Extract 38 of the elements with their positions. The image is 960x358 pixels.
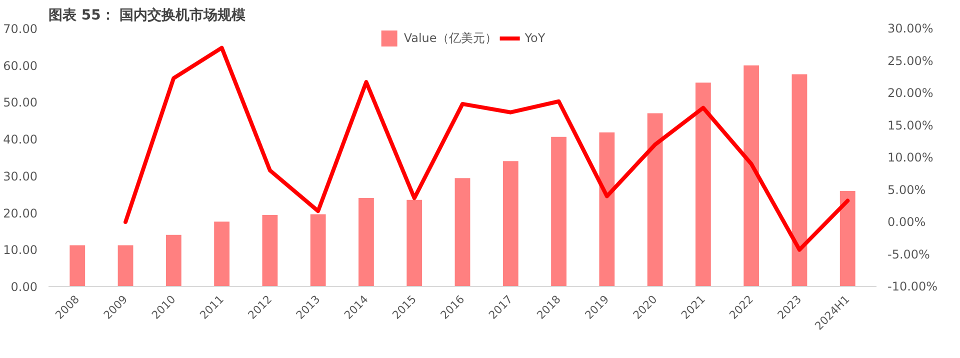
bar [840, 191, 856, 286]
y-tick-label: 50.00 [3, 96, 38, 110]
bar [262, 214, 278, 286]
bar [551, 136, 566, 286]
y-tick-label: 0.00 [10, 280, 38, 294]
y2-tick-label: 30.00% [888, 22, 934, 36]
bar [792, 74, 808, 286]
bar [454, 178, 470, 286]
y-tick-label: 40.00 [3, 132, 38, 147]
bar [502, 161, 518, 286]
y2-tick-label: 5.00% [888, 182, 926, 197]
y-tick-label: 60.00 [3, 58, 38, 73]
legend-label: YoY [524, 31, 546, 45]
legend-label: Value（亿美元） [404, 30, 497, 46]
y2-tick-label: 20.00% [888, 86, 934, 100]
bar [406, 200, 422, 286]
y-tick-label: 30.00 [3, 169, 38, 184]
bar [695, 82, 711, 286]
chart-title: 图表 55： 国内交换机市场规模 [48, 6, 247, 24]
y2-tick-label: -5.00% [888, 247, 930, 262]
bar [118, 245, 134, 286]
bar [214, 222, 230, 286]
y2-tick-label: 10.00% [888, 150, 934, 164]
y-tick-label: 10.00 [3, 243, 38, 258]
bar [647, 113, 663, 286]
y-tick-label: 20.00 [3, 206, 38, 220]
y2-tick-label: 25.00% [888, 54, 934, 68]
bar [744, 65, 760, 286]
y-tick-label: 70.00 [3, 22, 38, 36]
bar [358, 198, 374, 286]
y2-tick-label: 0.00% [888, 215, 926, 229]
y2-tick-label: -10.00% [888, 280, 938, 294]
bar [166, 234, 182, 286]
bar [70, 245, 86, 286]
bar [310, 214, 326, 286]
y2-tick-label: 15.00% [888, 118, 934, 132]
bar [599, 132, 615, 286]
line-series [124, 46, 850, 252]
